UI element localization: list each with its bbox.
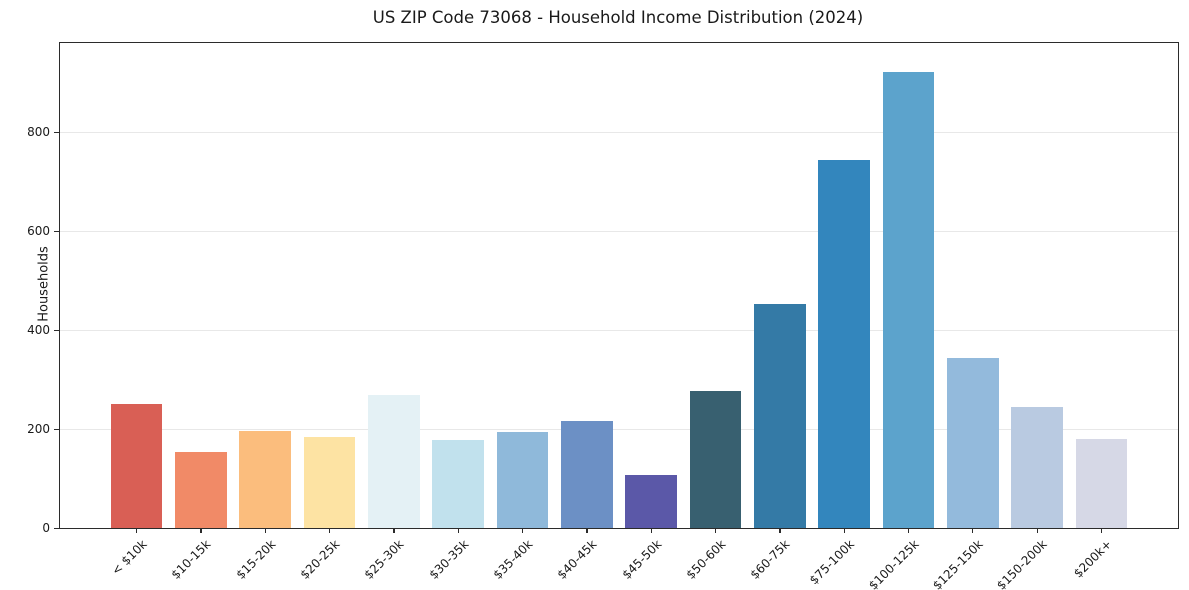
x-tick-label-text: $40-45k [554,537,600,582]
x-tick-mark [714,528,717,533]
x-tick-mark [1036,528,1038,533]
x-tick-mark [907,528,910,533]
x-tick-label-text: $35-40k [490,537,536,582]
x-tick-label-text: $75-100k [806,537,858,588]
x-tick-label-text: $100-125k [865,537,922,590]
x-tick-mark [200,528,202,533]
bar-$45-50k [625,474,677,528]
y-tick-mark [54,329,59,331]
x-tick-mark [843,528,845,533]
x-tick-mark [586,528,588,533]
chart-title: US ZIP Code 73068 - Household Income Dis… [372,8,864,27]
y-tick-mark [54,527,59,529]
y-tick-label: 0 [42,521,50,535]
x-tick-mark [522,528,524,533]
x-tick-label-text: $150-200k [994,537,1051,590]
y-tick-mark [54,230,59,233]
x-tick-label-text: $45-50k [619,537,665,582]
x-tick-mark [264,528,266,533]
bar-$150-200k [1011,406,1063,528]
x-tick-label-text: $25-30k [361,537,407,582]
gridline [60,330,1178,332]
bar-$35-40k [496,431,549,528]
x-tick-mark [779,528,781,533]
bar-$100-125k [882,71,935,528]
bar-$50-60k [689,390,742,528]
y-axis-label: Households [36,246,52,322]
x-tick-mark [329,528,331,533]
gridline [60,429,1178,431]
y-tick-mark [54,131,59,134]
bar-< $10k [110,404,163,528]
x-tick-label-text: $125-150k [930,537,986,590]
x-tick-mark [457,528,459,533]
bar-$25-30k [368,394,420,528]
bar-$75-100k [818,159,870,528]
x-tick-label-text: $10-15k [168,537,214,582]
gridline [60,132,1178,134]
bar-$30-35k [432,439,484,528]
x-tick-label-text: $30-35k [426,537,472,582]
x-tick-label-text: < $10k [108,537,150,578]
x-tick-label-text: $15-20k [233,537,279,582]
x-tick-mark [136,528,138,533]
bar-$15-20k [239,431,291,528]
bar-$60-75k [754,304,806,528]
bar-$200k+ [1075,438,1128,528]
plot-area: 0 200 400 600 800 < $10k $10-15k $15-20k $20-25… [27,42,1179,590]
x-tick-label-text: $20-25k [297,537,343,582]
y-tick-label: 400 [27,323,50,338]
x-tick-label-text: $50-60k [683,537,729,582]
x-tick-mark [972,528,974,533]
x-tick-label-text: $60-75k [747,537,793,582]
y-tick-mark [54,428,59,430]
x-tick-label-text: $200k+ [1070,537,1115,581]
bar-$20-25k [303,436,356,528]
gridline [60,231,1178,233]
x-tick-mark [1100,528,1103,533]
x-tick-mark [393,528,395,533]
bar-$125-150k [947,358,999,528]
y-tick-label: 200 [27,422,50,437]
bar-$40-45k [561,421,613,528]
y-tick-label: 800 [27,125,50,140]
x-tick-mark [650,528,652,533]
y-tick-label: 600 [27,224,50,239]
bar-$10-15k [175,452,227,528]
